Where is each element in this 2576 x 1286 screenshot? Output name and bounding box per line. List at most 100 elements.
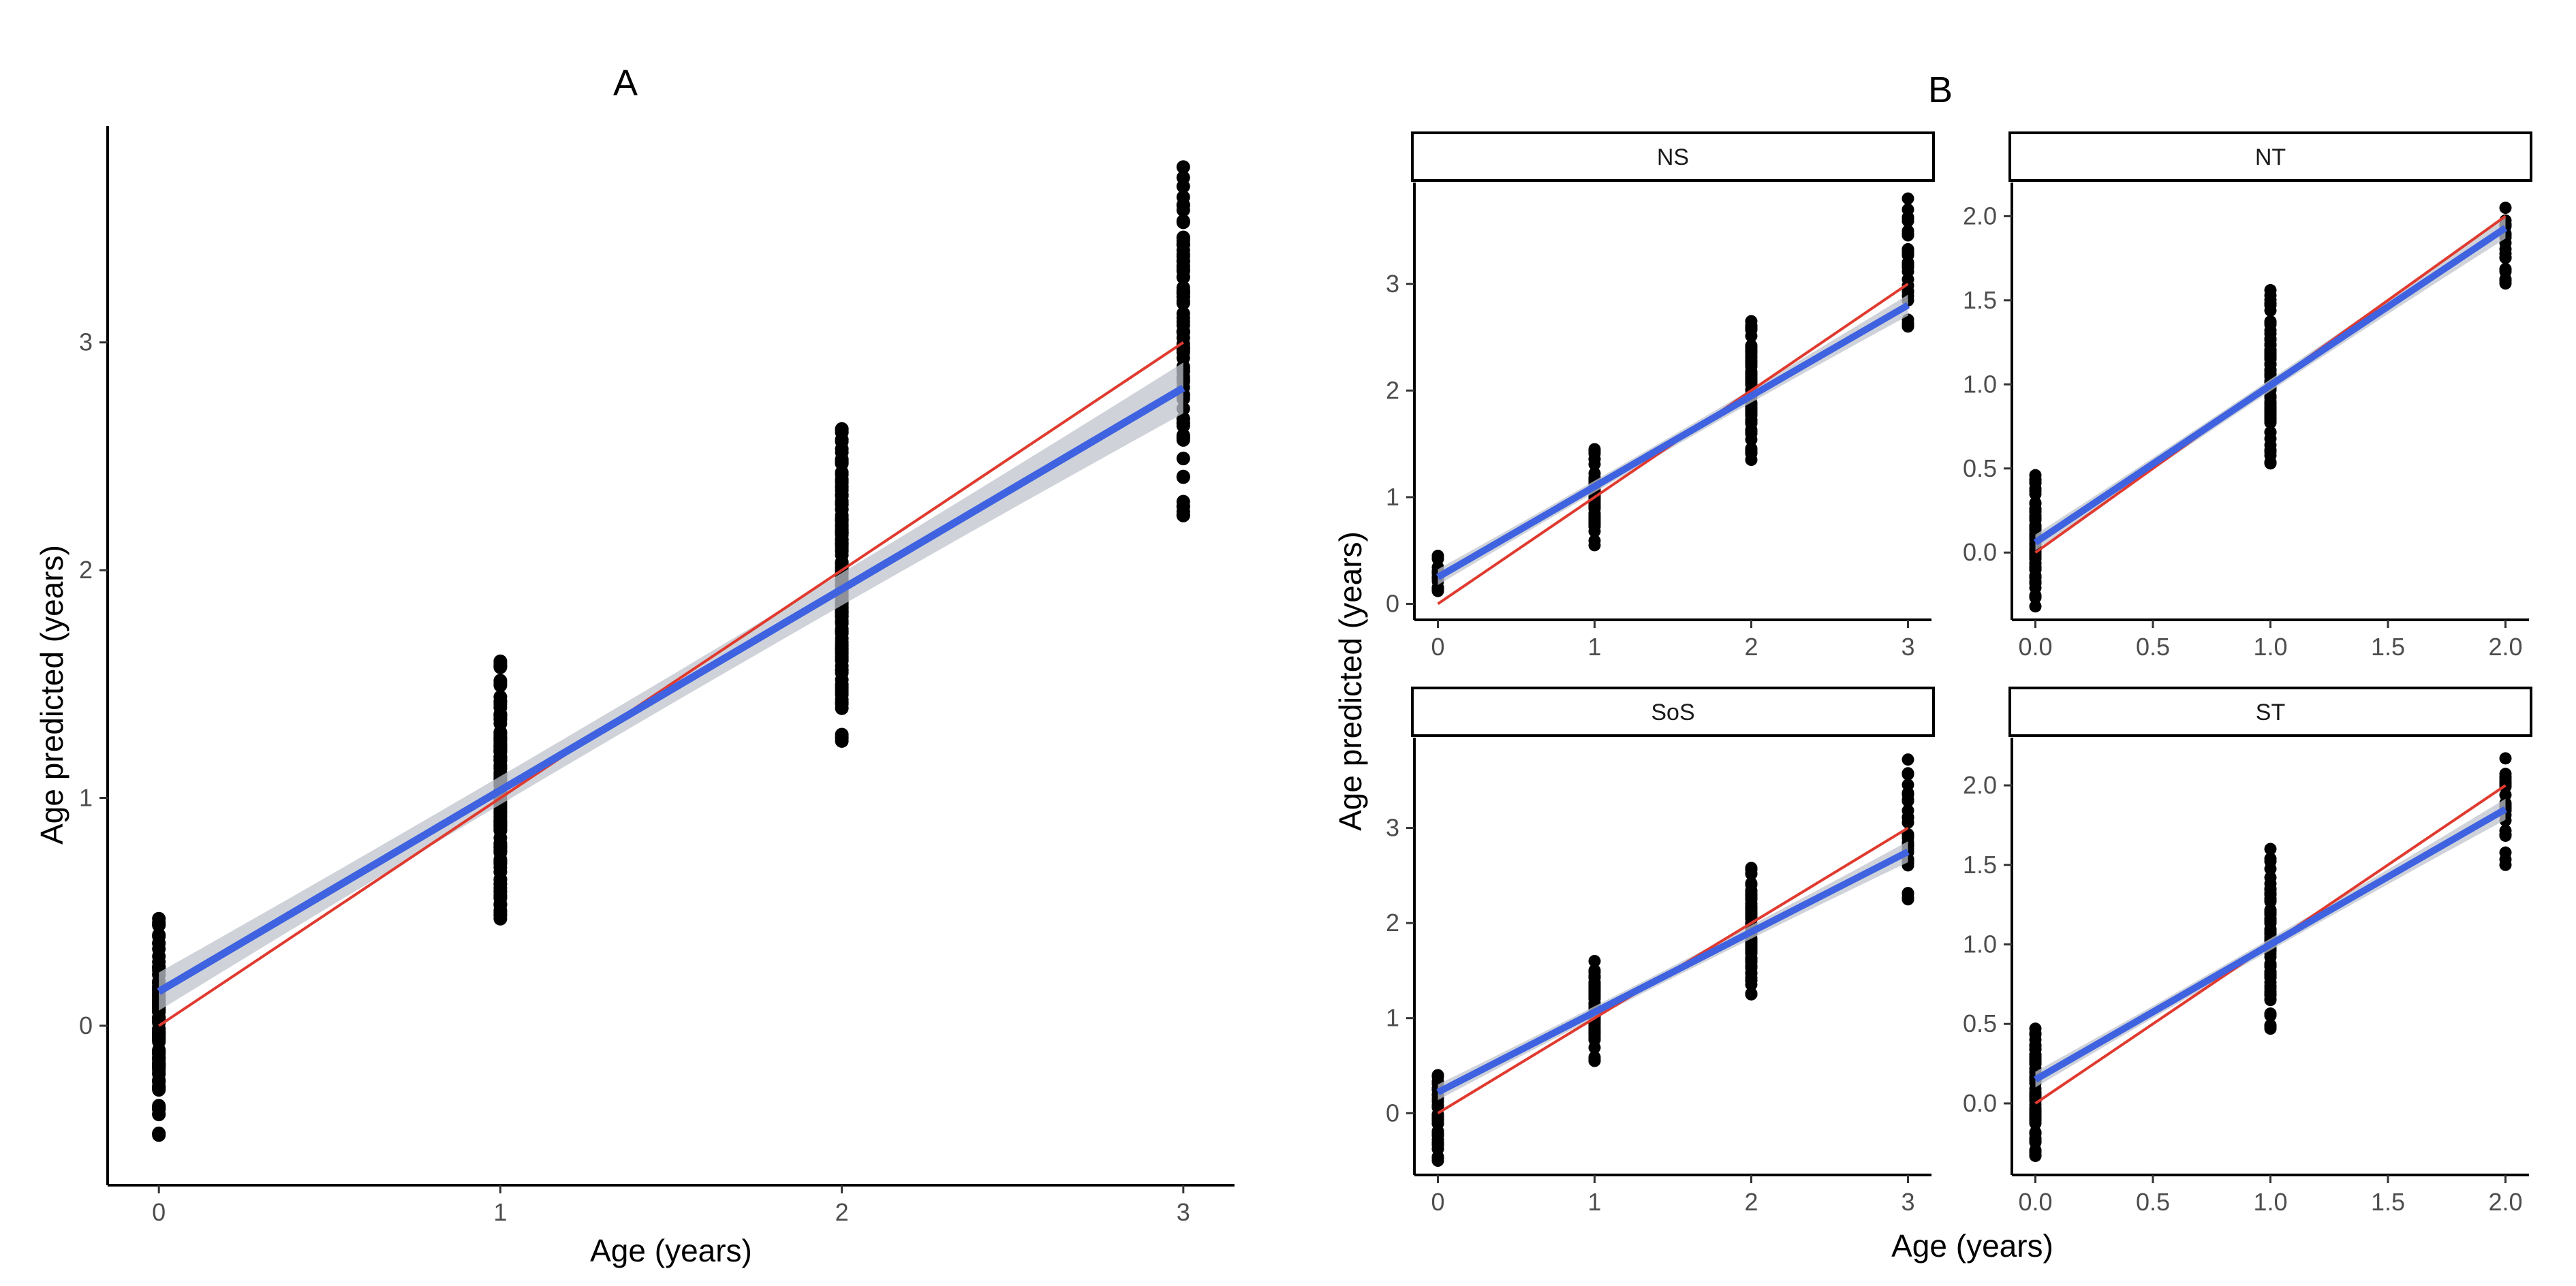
data-point <box>493 842 508 856</box>
data-point <box>1176 214 1190 228</box>
data-point <box>835 445 849 460</box>
y-tick-label: 0 <box>79 1011 93 1039</box>
y-tick-label: 0.0 <box>1963 1089 1997 1117</box>
data-point <box>1176 419 1190 433</box>
data-point <box>2029 590 2042 603</box>
data-point <box>493 907 508 922</box>
x-tick-label: 0.0 <box>2018 1188 2052 1216</box>
data-point <box>493 852 508 866</box>
data-point <box>1745 962 1758 975</box>
data-point <box>2029 1038 2042 1051</box>
data-point <box>1902 891 1914 904</box>
data-point <box>835 695 849 710</box>
fit-line <box>157 384 1185 995</box>
data-point <box>1176 307 1190 321</box>
data-point <box>1588 1024 1601 1037</box>
data-point <box>2264 402 2277 415</box>
fit-line <box>1436 302 1910 580</box>
x-tick-label: 2 <box>835 1198 849 1226</box>
x-tick-label: 2.0 <box>2488 633 2522 661</box>
data-point <box>2499 846 2512 859</box>
facet-strip-label: NT <box>2255 144 2286 170</box>
data-point <box>493 659 508 673</box>
data-point <box>1176 160 1190 174</box>
panel-a-title: A <box>613 63 638 104</box>
data-point <box>2264 456 2277 469</box>
data-point <box>152 1026 166 1040</box>
facet-strip <box>2008 687 2532 737</box>
y-tick-label: 0.0 <box>1963 538 1997 566</box>
data-point <box>2499 202 2512 215</box>
data-point <box>493 712 508 727</box>
data-point <box>2499 275 2512 287</box>
data-point <box>2264 294 2277 307</box>
data-point <box>1176 286 1190 300</box>
data-point <box>2029 1086 2042 1099</box>
y-tick-label: 1.5 <box>1963 286 1997 314</box>
panel-b-y-axis-title: Age predicted (years) <box>1333 531 1368 831</box>
facet-strip-label: ST <box>2256 700 2285 725</box>
y-tick-label: 1.5 <box>1963 851 1997 879</box>
facet-strip <box>1411 131 1935 182</box>
data-point <box>2264 343 2277 356</box>
facet-st-plot: 0.0 0.5 1.0 1.5 2.0 0.0 0.5 1.0 1.5 2.0 <box>1963 738 2529 1216</box>
y-tick-label: 3 <box>1386 814 1399 842</box>
facet-strip-label: SoS <box>1651 700 1694 725</box>
data-point <box>2029 1057 2042 1070</box>
x-tick-label: 2 <box>1744 633 1758 661</box>
data-point <box>1176 470 1190 484</box>
data-point <box>2499 829 2512 842</box>
data-point <box>1176 243 1190 257</box>
data-point <box>152 1051 166 1065</box>
data-point <box>1902 753 1914 766</box>
data-point <box>1745 868 1758 881</box>
x-tick-label: 3 <box>1177 1198 1190 1226</box>
data-point <box>835 663 849 678</box>
y-tick-label: 2 <box>1386 376 1399 404</box>
data-point <box>2029 600 2042 613</box>
y-tick-label: 1.0 <box>1963 930 1997 958</box>
facet-nt-plot: 0.0 0.5 1.0 1.5 2.0 0.0 0.5 1.0 1.5 2.0 <box>1963 183 2529 661</box>
data-point <box>1902 210 1914 223</box>
data-point <box>2264 332 2277 345</box>
data-point <box>152 1074 166 1088</box>
data-point <box>1902 224 1914 237</box>
data-point <box>2029 1146 2042 1159</box>
data-point <box>835 528 849 542</box>
data-point <box>835 605 849 619</box>
data-point <box>1588 1053 1601 1066</box>
y-tick-label: 3 <box>1386 270 1399 298</box>
data-point <box>835 511 849 525</box>
data-point <box>1431 1152 1444 1165</box>
data-point <box>1745 330 1758 343</box>
y-tick-label: 1 <box>1386 1004 1399 1032</box>
facet-strip <box>2008 131 2532 182</box>
data-point <box>2264 1009 2277 1022</box>
x-tick-label: 1 <box>493 1198 507 1226</box>
data-point <box>2029 562 2042 575</box>
data-point <box>1176 260 1190 275</box>
data-point <box>152 917 166 931</box>
data-point <box>1588 980 1601 993</box>
data-point <box>2264 907 2277 920</box>
data-point <box>2264 985 2277 998</box>
x-tick-label: 1 <box>1587 633 1601 661</box>
data-point <box>2499 752 2512 765</box>
data-point <box>1588 534 1601 547</box>
data-point <box>2264 843 2277 856</box>
data-point <box>2264 968 2277 981</box>
facet-ns-plot: 0 1 2 3 0 1 2 3 <box>1386 183 1931 661</box>
y-tick-label: 0.5 <box>1963 454 1997 482</box>
data-point <box>835 680 849 694</box>
y-tick-label: 3 <box>79 328 93 356</box>
data-point <box>1431 1138 1444 1150</box>
data-point <box>835 548 849 562</box>
data-point <box>1176 270 1190 285</box>
x-tick-label: 0 <box>1431 633 1444 661</box>
data-point <box>493 700 508 715</box>
data-point <box>2029 1136 2042 1149</box>
fit-line <box>2033 225 2508 546</box>
data-point <box>1902 257 1914 270</box>
x-tick-label: 0.5 <box>2136 633 2170 661</box>
data-point <box>2264 888 2277 901</box>
